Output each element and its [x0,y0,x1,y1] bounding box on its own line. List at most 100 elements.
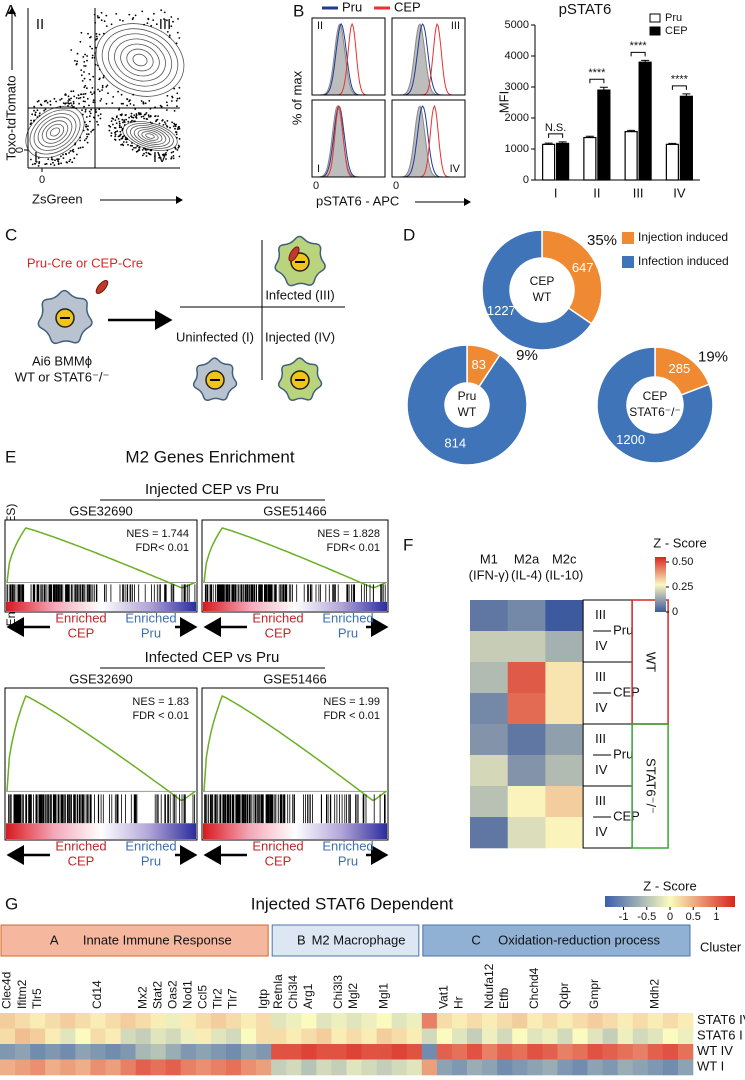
heatmap-cell [150,1013,167,1029]
bar [624,131,638,181]
event-dot [30,158,32,161]
chart-title: pSTAT6 [559,1,612,18]
event-dot [105,85,108,88]
significance-label: **** [630,40,648,52]
legend-label: Infection induced [638,254,729,268]
event-dot [173,122,176,125]
histogram-frame [391,99,466,178]
heatmap-cell [90,1044,106,1060]
event-dot [168,36,171,38]
event-dot [101,84,104,87]
heatmap-cell [180,1013,197,1029]
heatmap-cell [470,600,508,632]
heatmap-cell [30,1044,46,1060]
heatmap-cell [286,1013,302,1029]
bar [583,136,597,181]
event-dot [140,116,143,118]
heatmap-cell [572,1044,588,1060]
event-dot [165,153,167,156]
event-dot [84,84,87,87]
contour [126,48,154,72]
rank-gradient [6,823,196,839]
event-dot [124,138,127,141]
heatmap-cell [557,1013,573,1029]
event-dot [136,144,139,147]
heatmap-cell [421,1044,438,1060]
slice-label: 1227 [487,303,516,318]
heatmap-cell [135,1028,151,1045]
event-dot [166,109,168,111]
event-dot [78,97,80,100]
heatmap-cell [557,1028,573,1045]
parasite [95,279,109,295]
event-dot [129,103,132,105]
contour [145,133,155,139]
event-dot [176,92,179,95]
center-label: CEP [530,274,555,288]
event-dot [143,23,146,26]
event-dot [148,153,151,156]
heatmap-cell [45,1028,61,1045]
event-dot [72,100,75,103]
heatmap-cell [286,1044,302,1060]
event-dot [131,116,133,119]
event-dot [89,120,91,123]
event-dot [68,102,70,105]
event-dot [114,119,117,122]
heatmap-cell [331,1028,347,1045]
event-dot [178,127,181,130]
event-dot [150,149,153,152]
row-group-label: Pru [613,622,633,637]
heatmap-cell [361,1028,377,1045]
heatmap-cell [677,1028,694,1045]
error-bar [641,59,650,63]
heatmap-cell [406,1059,423,1076]
contour [37,116,73,148]
heatmap-cell [271,1013,287,1029]
heatmap-cell [165,1028,182,1045]
event-dot [121,136,124,138]
event-dot [72,148,75,151]
heatmap-cell [195,1059,212,1076]
event-dot [69,158,72,161]
event-dot [82,96,85,99]
heatmap-cell [75,1013,91,1029]
rank-gradient [203,823,387,839]
heatmap-cell [241,1059,257,1076]
row-label: WT IV [697,1043,733,1058]
heatmap-cell [225,1044,242,1060]
heatmap-cell [406,1013,423,1029]
event-dot [98,90,101,93]
gene-label: Oas2 [165,980,179,1009]
event-dot [166,104,169,107]
heatmap-cell [60,1028,76,1045]
enriched-label: Pru [141,853,161,868]
percent-label: 19% [698,348,728,365]
heatmap-cell [617,1059,634,1076]
heatmap-cell [467,1013,483,1029]
event-dot [79,139,81,142]
heatmap-cell [470,786,508,818]
legend-label: Pru [342,0,362,14]
gene-label: Mgl2 [346,983,360,1009]
event-dot [143,152,145,155]
event-dot [95,111,98,113]
heatmap-cell [195,1044,212,1060]
heatmap-cell [470,631,508,663]
heatmap-cell [256,1059,272,1076]
event-dot [130,121,132,123]
event-dot [158,122,161,125]
y-tick-label: 5000 [505,19,529,31]
event-dot [53,97,56,100]
event-dot [80,74,83,77]
event-dot [83,65,85,67]
event-dot [70,97,72,100]
y-tick-label: 0 [14,147,26,153]
heatmap-cell [545,817,584,849]
event-dot [80,31,83,34]
event-dot [82,100,85,103]
histogram-pru [312,105,385,178]
colorbar-tick-label: 0.25 [672,581,693,593]
heatmap-cell [497,1044,513,1060]
heatmap-cell [617,1044,634,1060]
